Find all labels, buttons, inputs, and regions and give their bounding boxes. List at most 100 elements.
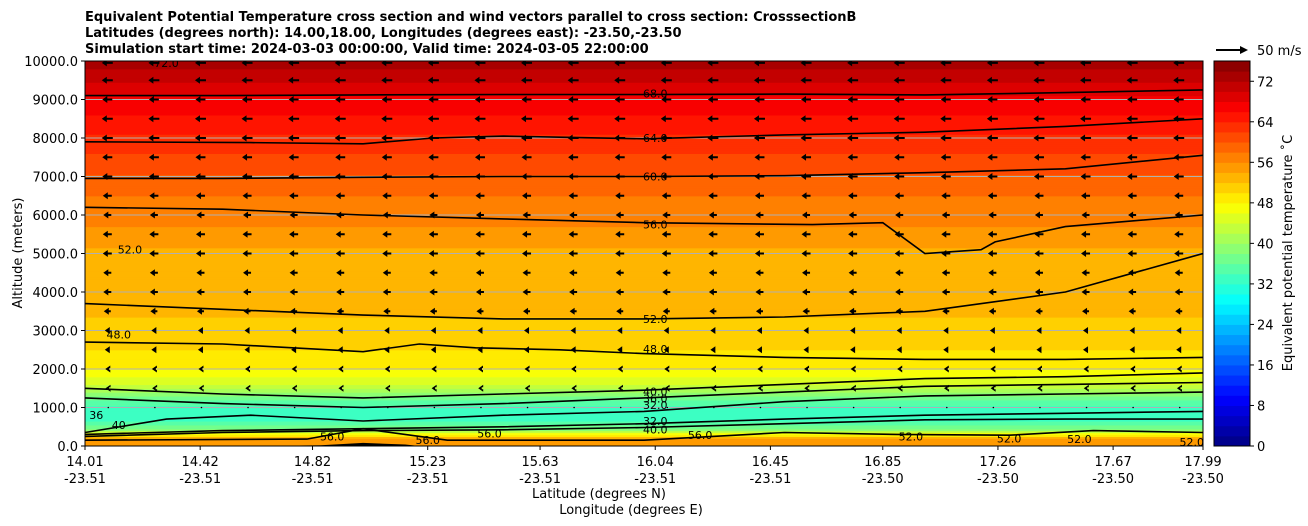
wind-vector [381, 173, 392, 180]
wind-vector [615, 192, 625, 200]
wind-vector [988, 288, 997, 296]
contour-fill-band [85, 143, 1203, 147]
wind-vector [1176, 346, 1182, 354]
wind-vector [477, 346, 483, 354]
wind-vector [893, 134, 905, 142]
wind-vector [194, 76, 206, 84]
wind-vector [428, 230, 438, 238]
colorbar-segment [1214, 162, 1250, 173]
wind-vector [940, 173, 951, 180]
contour-fill-band [85, 278, 1203, 282]
contour-fill-band [85, 245, 1203, 249]
contour-fill-band [85, 141, 1203, 145]
wind-vector [427, 115, 439, 123]
contour-line [85, 372, 1203, 399]
wind-vector [848, 288, 857, 296]
wind-vector [291, 384, 297, 392]
wind-vector [1036, 365, 1042, 373]
contour-label: 52.0 [1180, 436, 1205, 449]
wind-vector [151, 327, 157, 334]
wind-vector [800, 115, 812, 123]
colorbar-segment [1214, 304, 1250, 315]
contour-fill-band [85, 193, 1203, 197]
wind-vector [433, 406, 436, 409]
contour-fill-band [85, 343, 1203, 347]
contour-fill-band [85, 330, 1203, 334]
contour-fill-band [85, 128, 1203, 131]
wind-vector [990, 384, 996, 392]
wind-vector [1127, 192, 1137, 200]
wind-vector [615, 230, 625, 238]
contour-fill-band [85, 149, 1203, 153]
contour-fill-band [85, 139, 1203, 143]
wind-vector [523, 307, 531, 315]
colorbar-segment [1214, 71, 1250, 82]
wind-vector [988, 211, 997, 219]
wind-vector [103, 288, 112, 296]
wind-vector [894, 96, 905, 103]
title-line-1: Equivalent Potential Temperature cross s… [85, 10, 856, 25]
wind-vector [1129, 346, 1135, 354]
contour-fill-band [85, 361, 1203, 364]
wind-vector [1081, 211, 1090, 219]
wind-vector [897, 365, 903, 373]
wind-vector [148, 61, 160, 67]
contour-fill-band [85, 186, 1203, 189]
colorbar-segment [1214, 334, 1250, 346]
wind-vector [992, 406, 995, 409]
colorbar-frame [1213, 60, 1251, 447]
wind-vector [149, 250, 159, 257]
contour-fill-band [85, 70, 1203, 74]
colorbar-segment [1214, 385, 1250, 396]
wind-vector [895, 211, 904, 219]
wind-vector [708, 230, 718, 238]
wind-vector [1083, 346, 1089, 354]
x-tick-label-lat: 17.99 [1184, 455, 1221, 470]
x-tick-label-lat: 14.82 [294, 455, 331, 470]
y-tick-label: 3000.0 [33, 325, 79, 340]
wind-vector [197, 346, 203, 354]
wind-vector [1033, 115, 1045, 123]
wind-vector [382, 230, 392, 238]
wind-vector [713, 406, 715, 409]
wind-vector [382, 250, 392, 257]
contour-fill-band [85, 369, 1203, 372]
contour-label: 48.0 [106, 328, 131, 341]
wind-vector [385, 384, 391, 392]
wind-vector [196, 269, 205, 277]
wind-vector [1080, 61, 1092, 67]
wind-vector [571, 384, 577, 392]
wind-vector [894, 230, 904, 238]
wind-vector [1037, 384, 1043, 392]
wind-vector [847, 153, 858, 161]
wind-vector [754, 250, 764, 257]
wind-vector [1173, 134, 1185, 142]
contour-fill-band [85, 213, 1203, 216]
contour-fill-band [85, 382, 1203, 385]
wind-vector [194, 134, 206, 142]
contour-fill-band [85, 384, 1203, 387]
wind-vector [102, 250, 112, 257]
wind-vector [148, 76, 160, 84]
contour-fill-band [85, 72, 1203, 76]
wind-vector [288, 134, 300, 142]
wind-vector [569, 269, 578, 277]
wind-vector [617, 365, 623, 373]
contour-fill-band [85, 78, 1203, 81]
wind-vector [151, 346, 157, 354]
wind-vector [988, 307, 996, 315]
contour-label: 68.0 [643, 88, 668, 101]
contour-fill-band [85, 309, 1203, 312]
wind-vector [989, 346, 995, 354]
wind-vector [1128, 288, 1137, 296]
wind-vector [568, 173, 579, 180]
wind-vector [1033, 96, 1044, 103]
contour-fill-band [85, 276, 1203, 280]
colorbar-segment [1214, 142, 1250, 153]
contour-fill-band [85, 203, 1203, 206]
x-tick-label-lat: 17.67 [1095, 455, 1132, 470]
wind-vector [1033, 134, 1045, 142]
wind-vector [801, 250, 811, 257]
contour-fill-band [85, 163, 1203, 166]
wind-vector [522, 288, 531, 296]
